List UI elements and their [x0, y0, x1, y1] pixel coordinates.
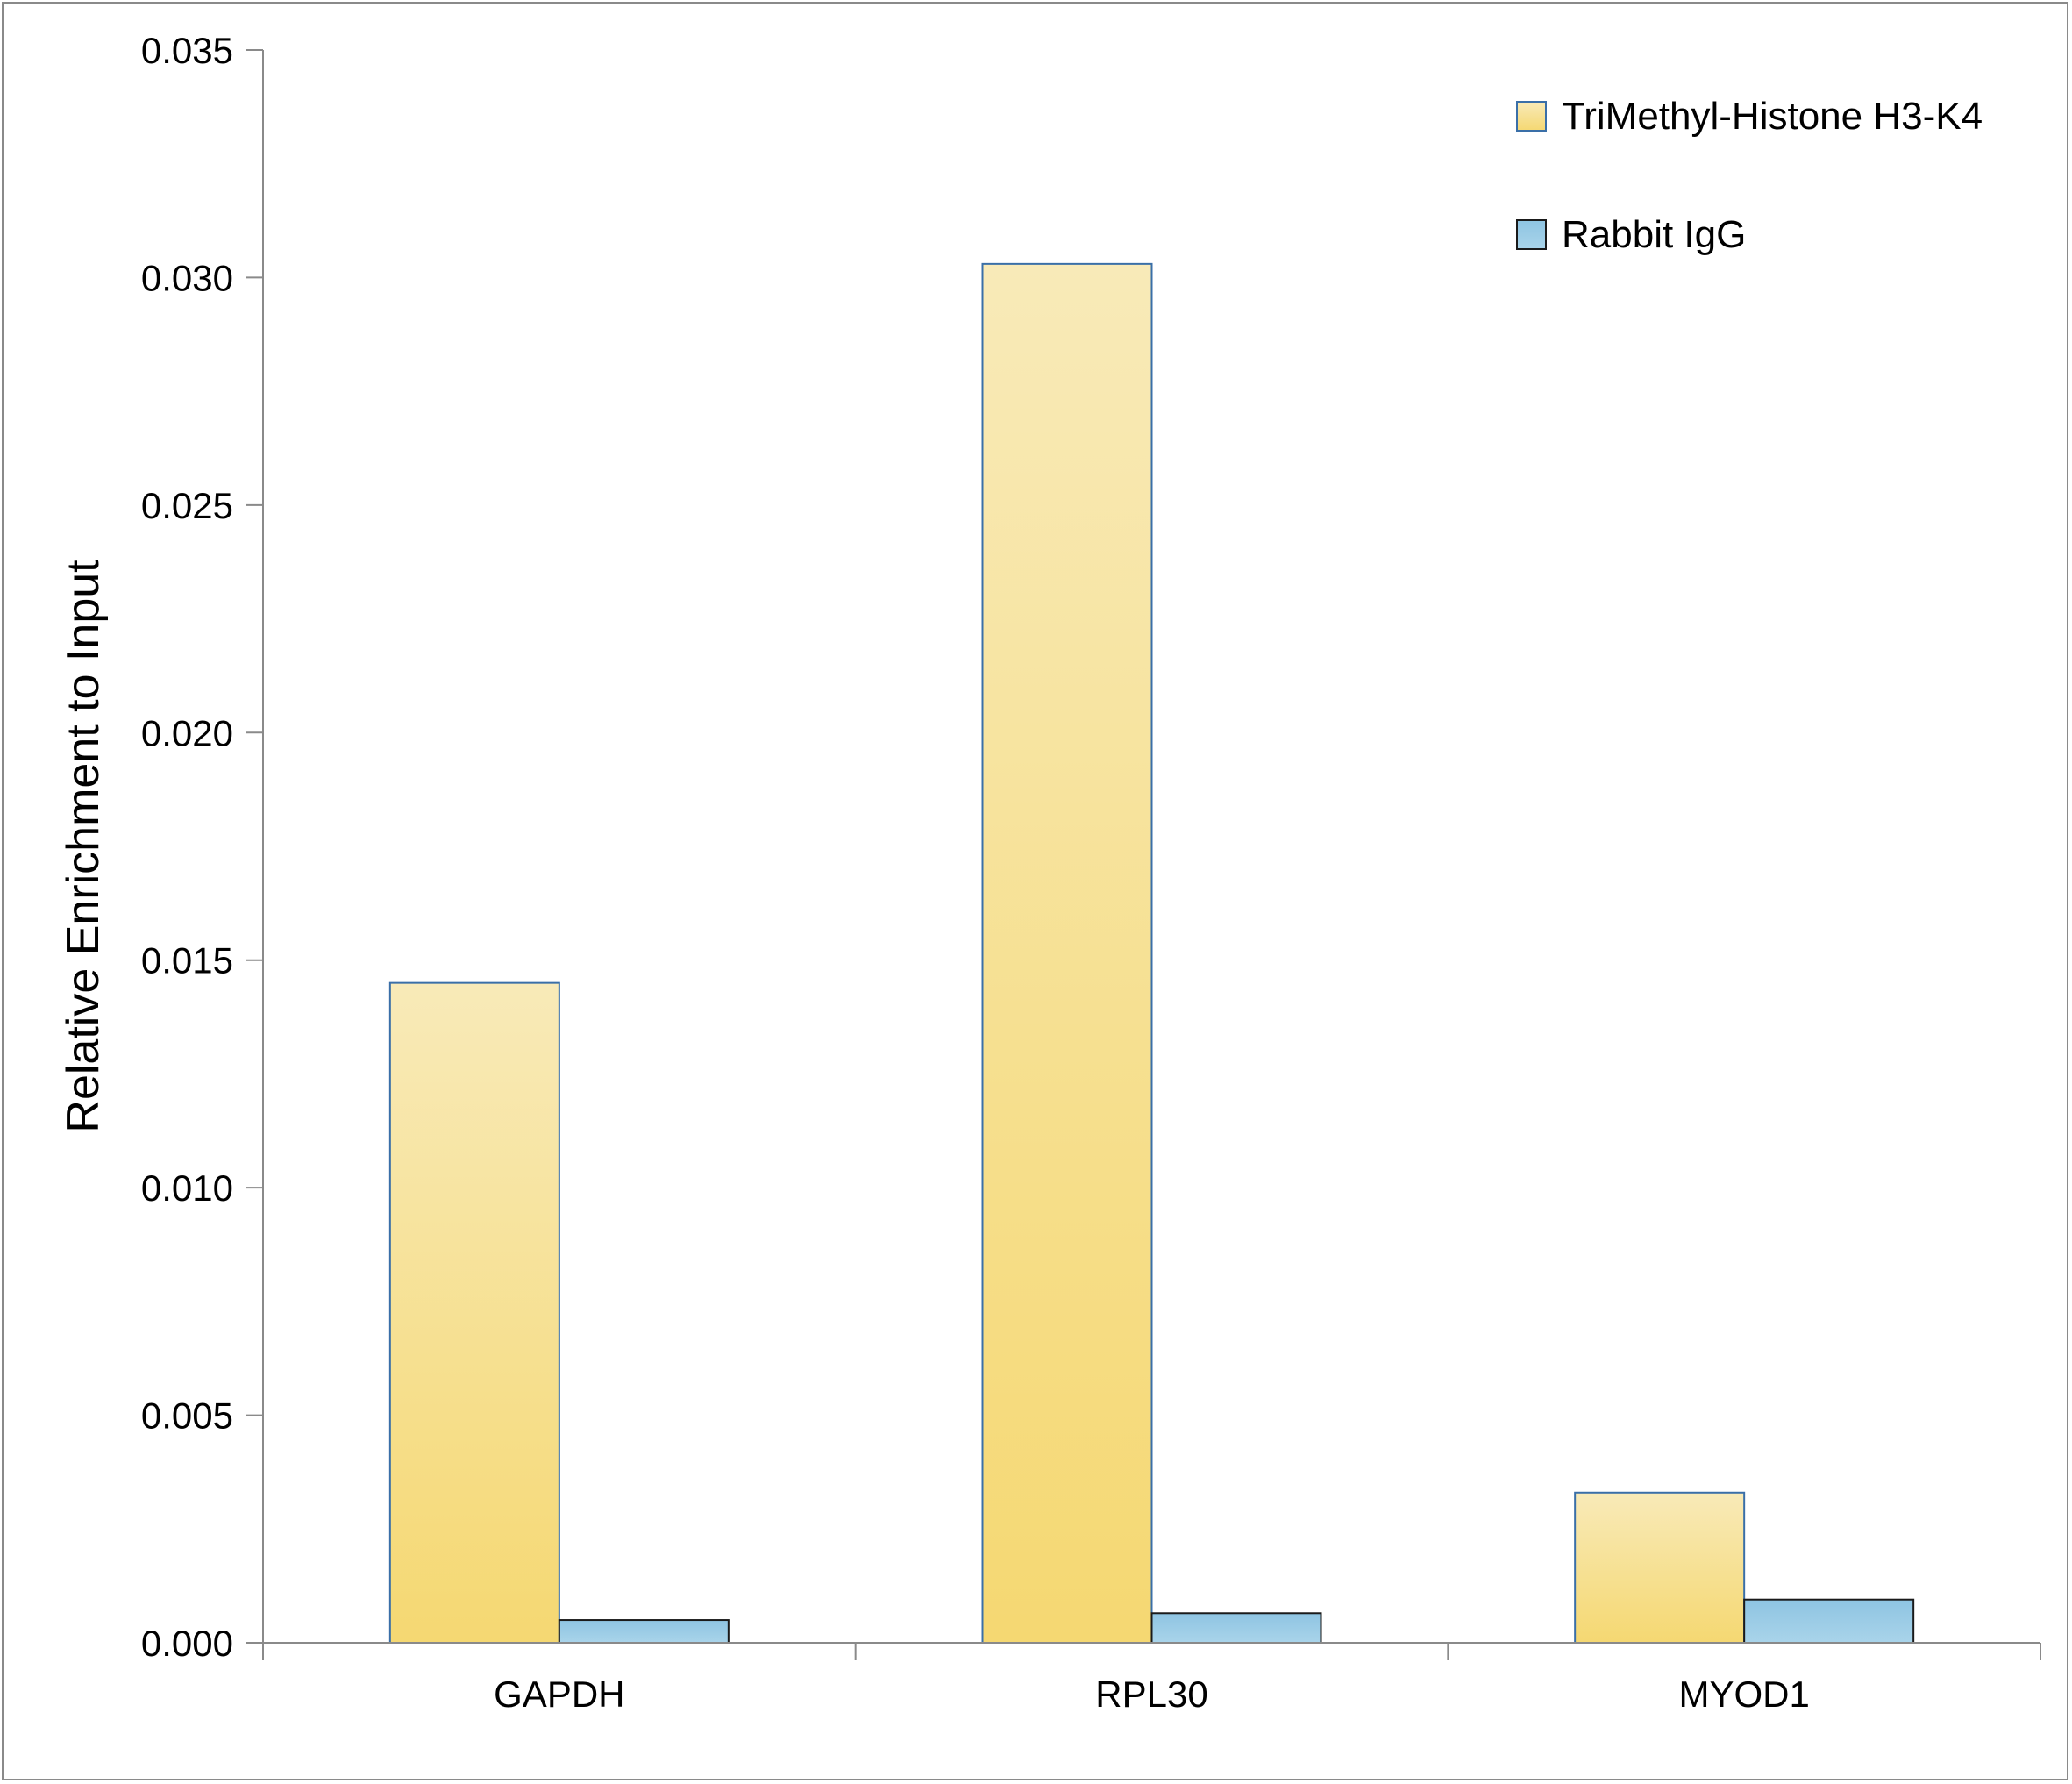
y-tick-label: 0.010 — [141, 1167, 233, 1209]
legend: TriMethyl-Histone H3-K4 Rabbit IgG — [1516, 95, 1983, 256]
ticks-layer: GAPDH RPL30 MYOD1 0.000 0.005 0.010 0.015 0.020… — [141, 30, 1810, 1715]
bar-myod1-series-2 — [1743, 1598, 1915, 1645]
bars-layer — [388, 262, 1915, 1645]
y-tick-label: 0.035 — [141, 30, 233, 71]
legend-swatch-2 — [1516, 219, 1547, 250]
legend-label-1: TriMethyl-Histone H3-K4 — [1562, 95, 1983, 138]
axes-layer — [246, 49, 2041, 1660]
y-tick-label: 0.015 — [141, 940, 233, 981]
bar-gapdh-series-2 — [558, 1619, 730, 1644]
bar-rpl30-series-1 — [981, 262, 1153, 1644]
y-tick-label: 0.020 — [141, 712, 233, 753]
legend-swatch-1 — [1516, 101, 1547, 132]
x-tick-label: GAPDH — [494, 1673, 624, 1715]
x-tick-label: RPL30 — [1095, 1673, 1207, 1715]
y-tick-label: 0.005 — [141, 1395, 233, 1437]
bar-gapdh-series-1 — [388, 981, 560, 1644]
y-tick-label: 0.025 — [141, 485, 233, 526]
legend-label-2: Rabbit IgG — [1562, 213, 1746, 256]
y-axis-title: Relative Enrichment to Input — [58, 560, 109, 1133]
y-tick-label: 0.000 — [141, 1623, 233, 1664]
y-tick-label: 0.030 — [141, 257, 233, 298]
x-tick-label: MYOD1 — [1678, 1673, 1809, 1715]
bar-rpl30-series-2 — [1150, 1612, 1322, 1645]
bar-myod1-series-1 — [1574, 1491, 1746, 1644]
